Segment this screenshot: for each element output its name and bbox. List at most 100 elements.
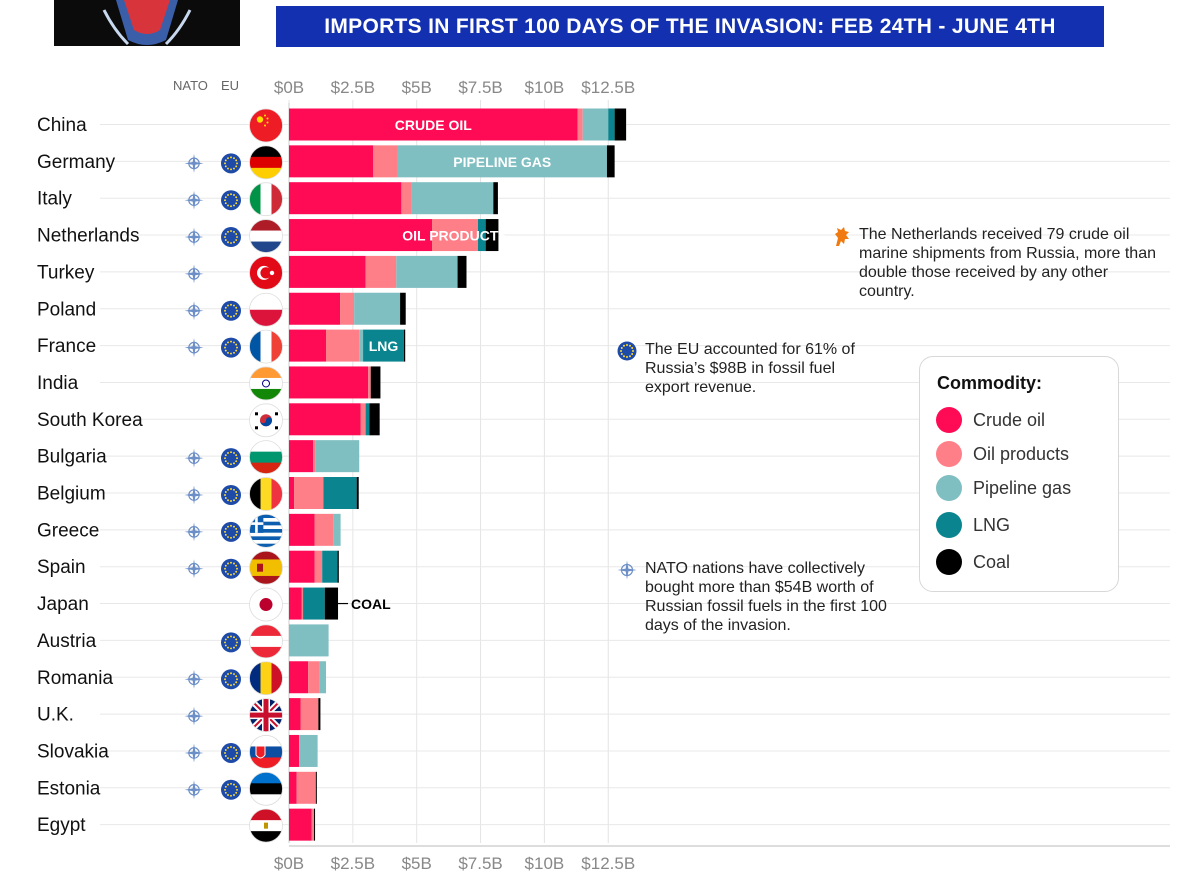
country-label: Turkey — [37, 262, 95, 283]
flag-south-korea-icon — [249, 403, 283, 437]
bar-segment-china-oil-products — [577, 108, 583, 141]
flag-france-icon — [249, 330, 283, 364]
bar-segment-netherlands-coal — [485, 219, 499, 252]
bar-segment-france-coal — [403, 329, 406, 362]
eu-column-header: EU — [221, 78, 240, 93]
x-tick-label: $0B — [274, 78, 304, 97]
flag-border — [249, 255, 283, 290]
bar-segment-india-oil-products — [368, 366, 371, 399]
bar-segment-spain-oil-products — [314, 550, 323, 583]
legend-item-crude-oil: Crude oil — [936, 406, 1045, 434]
nato-note: NATO nations have collectively bought mo… — [645, 560, 887, 634]
flag-border — [249, 698, 283, 732]
x-tick-label: $0B — [274, 854, 304, 873]
bar-segment-slovakia-pipeline-gas — [299, 734, 318, 767]
country-label: Italy — [37, 189, 72, 210]
bar-segment-poland-coal — [400, 292, 406, 325]
bar-segment-romania-oil-products — [308, 661, 320, 694]
legend-label: Pipeline gas — [973, 477, 1072, 498]
bar-segment-france-oil-products — [326, 329, 360, 362]
flag-germany-icon — [249, 145, 283, 179]
bar-segment-china-pipeline-gas — [582, 108, 609, 141]
country-label: Bulgaria — [37, 447, 107, 468]
flag-border — [249, 624, 283, 659]
bar-segment-bulgaria-oil-products — [313, 440, 316, 473]
flag-poland-icon — [249, 293, 283, 327]
bar-segment-south-korea-lng — [365, 403, 370, 436]
bar-segment-france-pipeline-gas — [359, 329, 364, 362]
nato-icon — [184, 448, 204, 468]
flag-border — [249, 735, 283, 769]
country-label: Germany — [37, 152, 116, 173]
flag-border — [249, 513, 283, 548]
country-label: India — [37, 373, 79, 394]
eu-icon — [221, 742, 241, 763]
flag-border — [249, 661, 283, 696]
bar-segment-germany-coal — [606, 145, 615, 178]
country-label: Poland — [37, 299, 96, 320]
netherlands-note: The Netherlands received 79 crude oil ma… — [859, 226, 1156, 300]
bar-segment-india-coal — [370, 366, 381, 399]
country-label: South Korea — [37, 410, 143, 431]
bar-segment-france-lng — [363, 329, 404, 362]
bar-segment-spain-crude-oil — [289, 550, 315, 583]
eu-icon — [221, 558, 241, 579]
nato-icon — [184, 669, 204, 689]
x-tick-label: $5B — [402, 78, 432, 97]
bar-segment-slovakia-oil-products — [299, 734, 300, 767]
country-label: France — [37, 336, 96, 357]
commodity-legend: Commodity: Crude oil Oil products Pipeli… — [919, 356, 1119, 592]
nato-icon — [184, 301, 204, 321]
flag-u-k-icon — [249, 698, 283, 732]
bar-segment-netherlands-lng — [478, 219, 486, 252]
bar-segment-romania-pipeline-gas — [319, 661, 327, 694]
bar-segment-turkey-pipeline-gas — [396, 255, 458, 288]
country-label: Belgium — [37, 484, 106, 505]
flag-border — [249, 366, 283, 401]
nato-icon — [184, 780, 204, 800]
bar-segment-estonia-crude-oil — [289, 771, 297, 804]
eu-icon — [221, 521, 241, 542]
bar-segment-turkey-coal — [457, 255, 467, 288]
bar-segment-japan-crude-oil — [289, 587, 302, 620]
bar-segment-bulgaria-crude-oil — [289, 440, 314, 473]
flag-slovakia-icon — [249, 735, 283, 769]
bar-segment-germany-oil-products — [373, 145, 398, 178]
flag-border — [249, 771, 283, 806]
bar-segment-south-korea-crude-oil — [289, 403, 361, 436]
bar-segment-u-k-crude-oil — [289, 698, 301, 731]
flag-border — [249, 108, 283, 143]
bar-segment-poland-crude-oil — [289, 292, 341, 325]
x-tick-label: $10B — [525, 78, 565, 97]
flag-austria-icon — [249, 624, 283, 658]
legend-label: LNG — [973, 514, 1011, 535]
bar-segment-greece-crude-oil — [289, 513, 315, 546]
x-tick-label: $7.5B — [458, 854, 502, 873]
bar-segment-japan-lng — [303, 587, 325, 620]
flag-border — [249, 477, 283, 511]
legend-swatch-pipeline-gas — [936, 475, 962, 501]
segment-label: LNG — [369, 338, 399, 354]
country-label: Greece — [37, 520, 99, 541]
country-label: China — [37, 115, 87, 136]
eu-icon — [221, 448, 241, 469]
segment-label: OIL PRODUCTS — [402, 228, 508, 244]
flag-border — [249, 808, 283, 843]
nato-note-icon — [617, 560, 637, 585]
outside-segment-label: COAL — [351, 596, 391, 612]
flag-bulgaria-icon — [249, 440, 283, 474]
bar-segment-u-k-oil-products — [300, 698, 319, 731]
bar-segment-romania-crude-oil — [289, 661, 309, 694]
x-tick-label: $2.5B — [331, 854, 375, 873]
bar-segment-estonia-coal — [315, 771, 317, 804]
bar-segment-estonia-oil-products — [296, 771, 316, 804]
country-label: Japan — [37, 594, 89, 615]
bar-segment-austria-pipeline-gas — [289, 624, 329, 657]
nato-icon — [184, 706, 204, 726]
flag-border — [249, 440, 283, 475]
country-label: Slovakia — [37, 741, 109, 762]
flag-border — [249, 587, 283, 622]
legend-swatch-crude-oil — [936, 407, 962, 433]
nato-icon — [184, 743, 204, 763]
